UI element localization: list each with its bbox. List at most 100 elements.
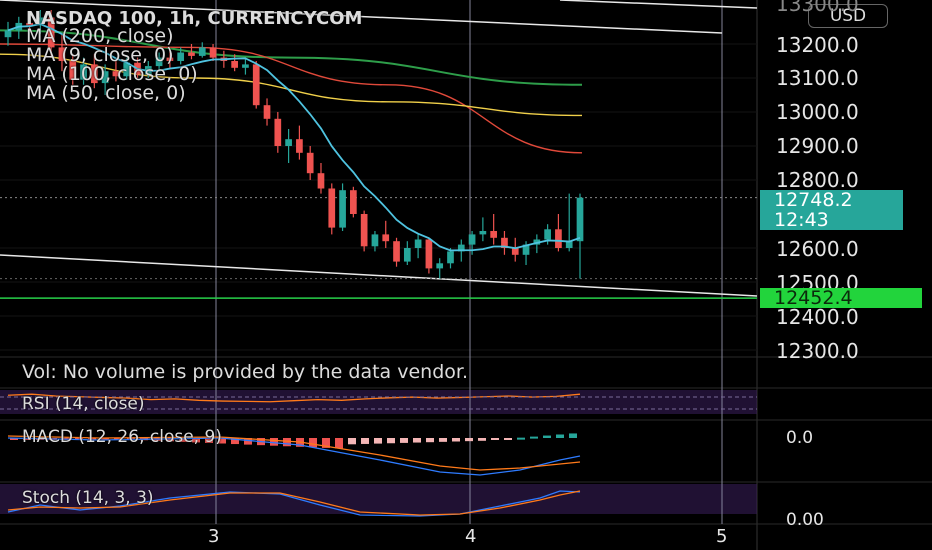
macd-line xyxy=(7,437,581,476)
candle-body xyxy=(382,234,390,242)
macd-histogram-bar xyxy=(387,438,395,444)
macd-histogram-bar xyxy=(439,438,447,442)
upper-trendline xyxy=(0,0,723,34)
lower-trendline xyxy=(0,254,758,297)
candle-body xyxy=(371,234,379,247)
macd-histogram-bar xyxy=(309,438,317,448)
candle-body xyxy=(350,190,357,214)
candle-body xyxy=(555,229,562,248)
rsi-label[interactable]: RSI (14, close) xyxy=(22,394,145,414)
macd-histogram-bar xyxy=(101,438,109,440)
legend-ma100[interactable]: MA (100, close, 0) xyxy=(26,63,198,85)
candle-body xyxy=(252,64,260,106)
macd-label[interactable]: MACD (12, 26, close, 9) xyxy=(22,427,222,447)
candle-body xyxy=(479,231,487,235)
macd-signal-line xyxy=(7,435,581,471)
candle-body xyxy=(166,57,174,61)
candle-body xyxy=(576,197,584,242)
macd-histogram-bar xyxy=(400,438,408,443)
macd-histogram-bar xyxy=(543,435,551,438)
candle-body xyxy=(544,229,551,240)
candle-body xyxy=(101,71,109,84)
candle-body xyxy=(490,231,498,238)
candle-body xyxy=(436,263,444,269)
upper-trendline-2 xyxy=(559,0,758,9)
candle-body xyxy=(112,71,120,77)
macd-histogram-bar xyxy=(348,438,356,445)
candle-body xyxy=(231,61,238,68)
macd-histogram-bar xyxy=(361,438,369,444)
macd-histogram-bar xyxy=(166,438,174,442)
macd-histogram-bar xyxy=(530,436,538,439)
stoch-k-line xyxy=(7,490,581,517)
stoch-d-line xyxy=(7,490,581,516)
macd-histogram-bar xyxy=(426,438,434,443)
ma200-line xyxy=(0,29,583,86)
macd-histogram-bar xyxy=(10,438,18,440)
macd-histogram-bar xyxy=(270,438,278,446)
macd-histogram-bar xyxy=(335,438,343,449)
macd-histogram-bar xyxy=(192,438,200,443)
price-tick: 12900.0 xyxy=(776,134,859,158)
candle-body xyxy=(198,47,206,56)
macd-histogram-bar xyxy=(179,438,187,442)
candle-body xyxy=(328,188,336,228)
macd-histogram-bar xyxy=(205,438,213,443)
macd-histogram-bar xyxy=(413,438,421,443)
macd-histogram-bar xyxy=(374,438,382,444)
price-tick: 12600.0 xyxy=(776,237,859,261)
candle-body xyxy=(457,244,465,252)
support-level-value: 12452.4 xyxy=(774,287,853,309)
legend-ma9[interactable]: MA (9, close, 0) xyxy=(26,44,174,66)
current-price-tag: 12748.2 12:43 xyxy=(760,190,903,230)
macd-histogram-bar xyxy=(231,438,239,445)
stoch-label[interactable]: Stoch (14, 3, 3) xyxy=(22,488,154,508)
candle-body xyxy=(425,239,433,269)
candle-body xyxy=(155,57,163,67)
macd-histogram-bar xyxy=(244,438,252,445)
legend-ma50[interactable]: MA (50, close, 0) xyxy=(26,82,186,104)
candle-body xyxy=(501,237,508,248)
ma9-line xyxy=(7,23,581,252)
macd-histogram-bar xyxy=(452,438,460,442)
candle-body xyxy=(403,248,411,262)
currency-button[interactable]: USD xyxy=(808,4,888,28)
candle-body xyxy=(58,47,66,61)
macd-histogram-bar xyxy=(114,438,122,440)
candle-body xyxy=(317,173,325,189)
candle-body xyxy=(123,62,131,77)
macd-histogram-bar xyxy=(283,438,291,447)
macd-zero-tick: 0.0 xyxy=(786,428,814,448)
candle-body xyxy=(188,52,195,56)
candle-body xyxy=(565,241,573,248)
candle-body xyxy=(274,118,282,146)
chart-title: NASDAQ 100, 1h, CURRENCYCOM xyxy=(26,8,363,29)
stoch-band xyxy=(0,484,757,514)
candle-body xyxy=(47,17,55,48)
stoch-zero-tick: 0.00 xyxy=(786,510,824,530)
macd-histogram-bar xyxy=(491,438,499,440)
candle-body xyxy=(522,244,530,255)
candle-body xyxy=(447,251,454,264)
candle-body xyxy=(468,234,476,245)
candle-body xyxy=(263,105,271,119)
macd-histogram-bar xyxy=(569,433,577,438)
candle-body xyxy=(414,239,422,248)
candle-body xyxy=(339,190,346,228)
candle-body xyxy=(69,61,77,80)
candle-body xyxy=(306,152,314,174)
macd-histogram-bar xyxy=(517,437,525,440)
candle-body xyxy=(360,214,368,247)
price-tick: 12800.0 xyxy=(776,168,859,192)
candle-body xyxy=(296,139,303,153)
candle-body xyxy=(209,47,217,58)
macd-histogram-bar xyxy=(556,434,564,438)
legend-ma200[interactable]: MA (200, close) xyxy=(26,25,174,47)
volume-note: Vol: No volume is provided by the data v… xyxy=(22,361,469,383)
price-tick: 12400.0 xyxy=(776,305,859,329)
price-tick: 12300.0 xyxy=(776,339,859,363)
macd-histogram-bar xyxy=(218,438,226,444)
price-tick: 13000.0 xyxy=(776,100,859,124)
macd-histogram-bar xyxy=(478,438,486,441)
